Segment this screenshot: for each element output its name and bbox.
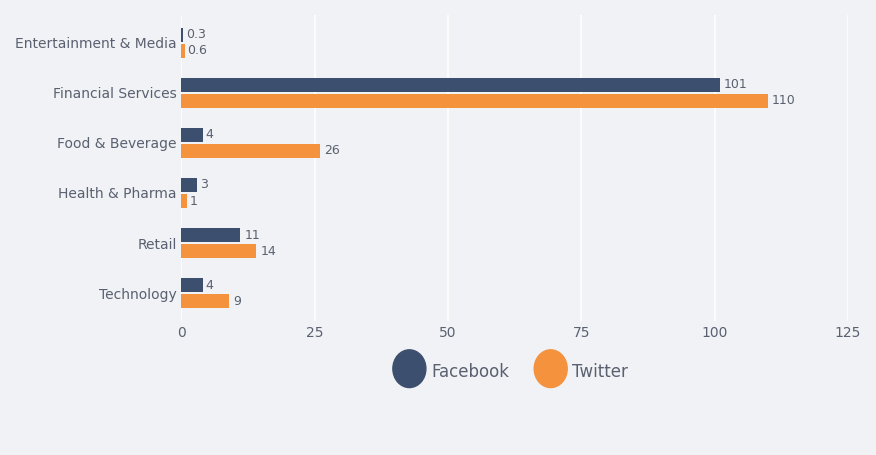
Bar [181,244,256,258]
Text: 3: 3 [200,178,208,192]
Bar [181,194,187,208]
Text: 0.3: 0.3 [186,28,206,41]
Text: 4: 4 [206,279,214,292]
Text: 9: 9 [234,295,242,308]
Text: 0.6: 0.6 [187,44,208,57]
Bar [181,28,183,41]
Bar [181,294,230,308]
Bar [181,144,320,158]
Bar [181,94,768,108]
Bar [181,128,203,142]
Bar [181,178,197,192]
Text: 110: 110 [772,94,796,107]
Text: 14: 14 [260,245,276,258]
Legend: Facebook, Twitter: Facebook, Twitter [392,352,637,392]
Bar [181,278,203,292]
Bar [181,78,720,92]
Text: 11: 11 [244,228,260,242]
Bar [181,44,185,58]
Text: 26: 26 [324,144,340,157]
Text: 101: 101 [724,78,748,91]
Text: 1: 1 [189,194,197,207]
Text: 4: 4 [206,128,214,142]
Bar [181,228,240,242]
